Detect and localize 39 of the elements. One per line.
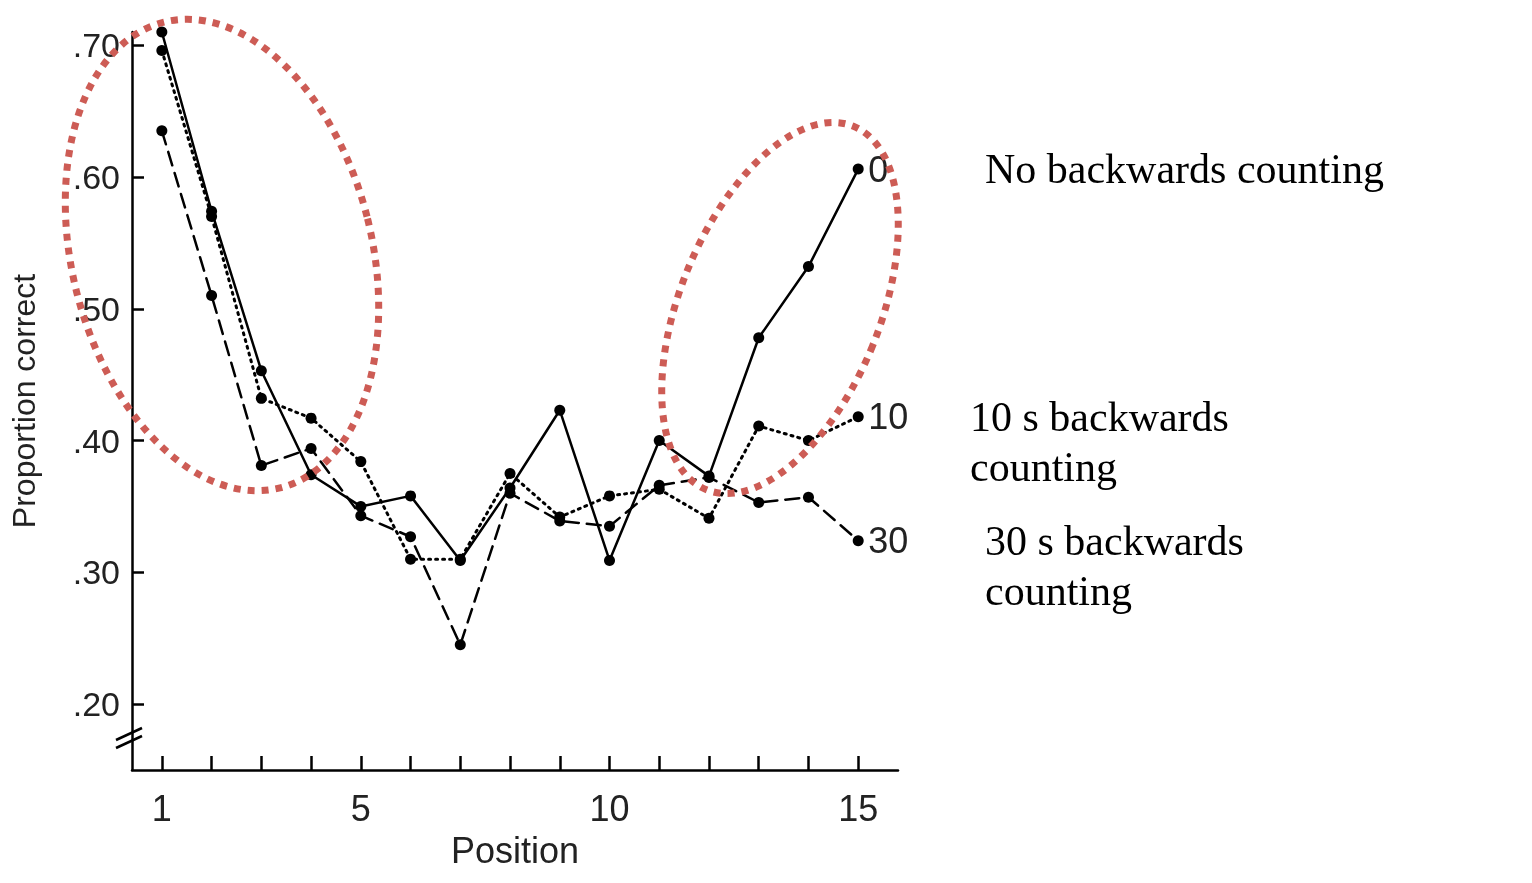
text: No backwards counting: [985, 145, 1385, 195]
point: [156, 26, 168, 38]
point: [156, 125, 168, 137]
point: [504, 467, 516, 479]
point: [454, 639, 466, 651]
y-tick-label: .20: [72, 685, 120, 724]
point: [156, 44, 168, 56]
point: [604, 554, 616, 566]
y-tick-label: .30: [72, 553, 120, 592]
point: [355, 456, 367, 468]
x-axis-title: Position: [450, 829, 580, 871]
point: [355, 500, 367, 512]
point: [852, 535, 864, 547]
point: [604, 520, 616, 532]
y-axis-title: Proportion correct: [6, 273, 42, 529]
point: [305, 442, 317, 454]
point: [355, 510, 367, 522]
text: 30 s backwards counting: [985, 516, 1245, 617]
x-tick-label: 5: [350, 787, 371, 829]
point: [604, 490, 616, 502]
y-tick-label: .40: [72, 421, 120, 460]
point: [206, 290, 218, 302]
text: 10 s backwards counting: [970, 392, 1230, 493]
point: [703, 512, 715, 524]
point: [405, 553, 417, 565]
x-tick-label: 10: [589, 787, 630, 829]
point: [305, 412, 317, 424]
y-tick-label: .50: [72, 289, 120, 328]
y-tick-label: .60: [72, 157, 120, 196]
series-label: 30: [868, 520, 909, 562]
point: [255, 460, 267, 472]
x-tick-label: 15: [838, 787, 879, 829]
point: [255, 392, 267, 404]
point: [255, 365, 267, 377]
point: [405, 490, 417, 502]
point: [653, 435, 665, 447]
point: [405, 531, 417, 543]
point: [554, 404, 566, 416]
x-tick-label: 1: [151, 787, 172, 829]
